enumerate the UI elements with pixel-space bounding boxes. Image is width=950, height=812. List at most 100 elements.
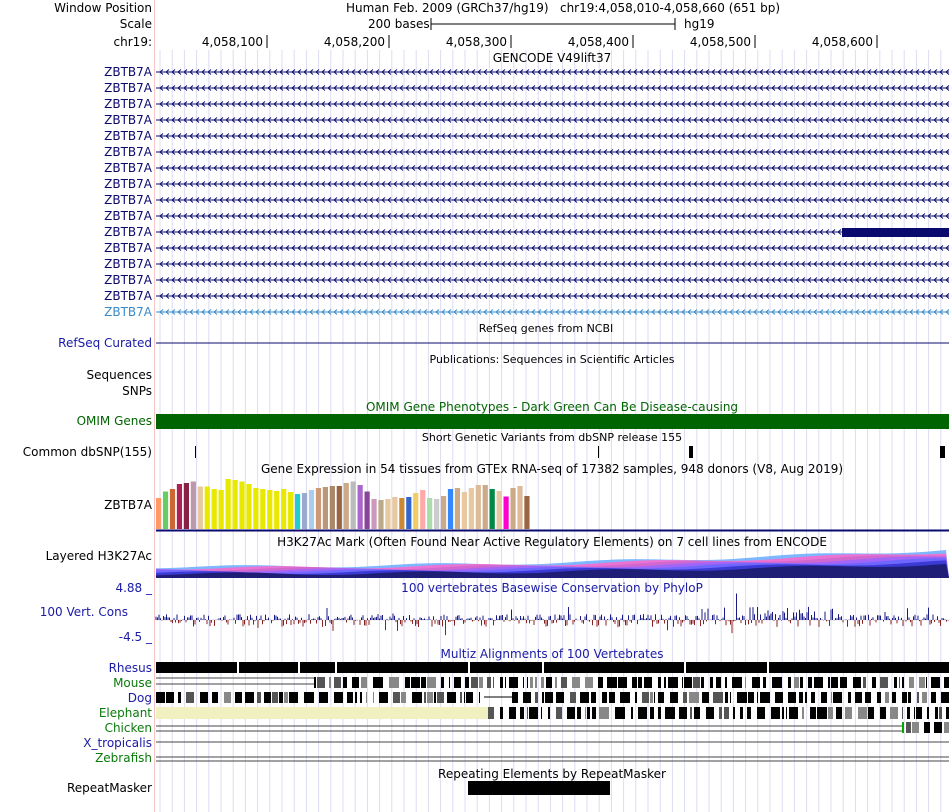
gtex-bar (440, 496, 447, 529)
mouse-align (421, 677, 426, 688)
mouse-align (763, 677, 766, 688)
strand-arrows (159, 245, 950, 251)
rhesus-gap (767, 662, 769, 673)
mouse-align (944, 677, 949, 688)
dog-align (523, 692, 531, 703)
elephant-align (694, 707, 700, 719)
dog-align (922, 692, 927, 703)
dog-align (479, 692, 480, 703)
elephant-align (665, 707, 675, 719)
h3k27ac-layer (156, 563, 949, 578)
gencode-item-label[interactable]: ZBTB7A (104, 81, 152, 95)
elephant-align (786, 707, 787, 719)
dog-align (654, 692, 655, 703)
dog-align (591, 692, 596, 703)
gtex-bar (475, 485, 481, 529)
mouse-align (500, 677, 503, 688)
dog-align (166, 692, 174, 703)
mouse-align (373, 677, 383, 688)
gencode-item-label[interactable]: ZBTB7A (104, 209, 152, 223)
dog-align (279, 692, 283, 703)
gencode-item-label[interactable]: ZBTB7A (104, 257, 152, 271)
elephant-align (757, 707, 765, 719)
gtex-bar (343, 483, 349, 529)
gencode-item-label[interactable]: ZBTB7A (104, 177, 152, 191)
mouse-align (899, 677, 900, 688)
publications-track-title: Publications: Sequences in Scientific Ar… (429, 353, 675, 366)
dbsnp-track-label[interactable]: Common dbSNP(155) (22, 445, 152, 459)
window-position-label: Window Position (54, 1, 152, 15)
mouse-align (527, 677, 528, 688)
gtex-bar (218, 490, 224, 529)
elephant-align (902, 707, 903, 719)
rhesus-gap (468, 662, 470, 673)
mouse-align (389, 677, 399, 688)
ruler-tick-label: 4,058,200 (323, 35, 385, 49)
gencode-item-label[interactable]: ZBTB7A (104, 65, 152, 79)
dog-align (805, 692, 807, 703)
gtex-bar (156, 498, 162, 529)
dog-align (319, 692, 328, 703)
gtex-bar (308, 490, 315, 529)
ruler-tick-label: 4,058,300 (445, 35, 507, 49)
omim-track-label[interactable]: OMIM Genes (76, 414, 152, 428)
dog-align (200, 692, 208, 703)
sequences-label[interactable]: Sequences (86, 368, 152, 382)
repeatmasker-track-label[interactable]: RepeatMasker (66, 781, 152, 795)
multiz-species-label[interactable]: Dog (127, 691, 152, 705)
dog-align (737, 692, 747, 703)
gtex-bar (503, 496, 509, 529)
rhesus-align (156, 662, 949, 673)
strand-arrows (159, 117, 950, 123)
gencode-track-title: GENCODE V49lift37 (492, 51, 612, 65)
dog-align (401, 692, 406, 703)
gtex-bar (482, 485, 488, 529)
mouse-align (427, 677, 436, 688)
strand-arrows (159, 213, 950, 219)
multiz-species-label[interactable]: X_tropicalis (83, 736, 152, 750)
multiz-species-label[interactable]: Elephant (98, 706, 152, 720)
h3k27ac-track-label[interactable]: Layered H3K27Ac (45, 549, 152, 563)
chicken-align (944, 722, 949, 733)
gencode-item-label[interactable]: ZBTB7A (104, 97, 152, 111)
mouse-align (598, 677, 603, 688)
gtex-bar (454, 488, 461, 529)
elephant-align (836, 707, 842, 719)
gencode-item-label[interactable]: ZBTB7A (104, 289, 152, 303)
multiz-species-label[interactable]: Rhesus (108, 661, 152, 675)
gencode-item-label[interactable]: ZBTB7A (104, 225, 152, 239)
gencode-item-label[interactable]: ZBTB7A (104, 193, 152, 207)
mouse-align (794, 677, 799, 688)
dog-align (284, 692, 288, 703)
gencode-item-label[interactable]: ZBTB7A (104, 273, 152, 287)
mouse-align (618, 677, 627, 688)
dog-align (186, 692, 194, 703)
elephant-align (740, 707, 743, 719)
gtex-bar (378, 500, 384, 529)
dog-align (725, 692, 728, 703)
dog-align (466, 692, 473, 703)
elephant-align (935, 707, 938, 719)
gencode-item-label[interactable]: ZBTB7A (104, 161, 152, 175)
dog-align (877, 692, 881, 703)
gencode-item-label[interactable]: ZBTB7A (104, 145, 152, 159)
gencode-item-label[interactable]: ZBTB7A (104, 113, 152, 127)
mouse-align (880, 677, 888, 688)
elephant-align (658, 707, 661, 719)
phylop-track-label[interactable]: 100 Vert. Cons (39, 605, 128, 619)
gencode-item-label[interactable]: ZBTB7A (104, 129, 152, 143)
rhesus-gap (335, 662, 337, 673)
gtex-bar (364, 491, 370, 529)
elephant-align (810, 707, 816, 719)
mouse-align (561, 677, 567, 688)
gtex-gene-label[interactable]: ZBTB7A (104, 498, 152, 512)
gencode-item-label[interactable]: ZBTB7A (104, 241, 152, 255)
multiz-species-label[interactable]: Mouse (113, 676, 152, 690)
multiz-species-label[interactable]: Zebrafish (95, 751, 152, 765)
mouse-align (902, 677, 904, 688)
multiz-species-label[interactable]: Chicken (104, 721, 152, 735)
snps-label[interactable]: SNPs (122, 384, 152, 398)
refseq-track-label[interactable]: RefSeq Curated (58, 336, 152, 350)
gencode-item-label[interactable]: ZBTB7A (104, 305, 152, 319)
